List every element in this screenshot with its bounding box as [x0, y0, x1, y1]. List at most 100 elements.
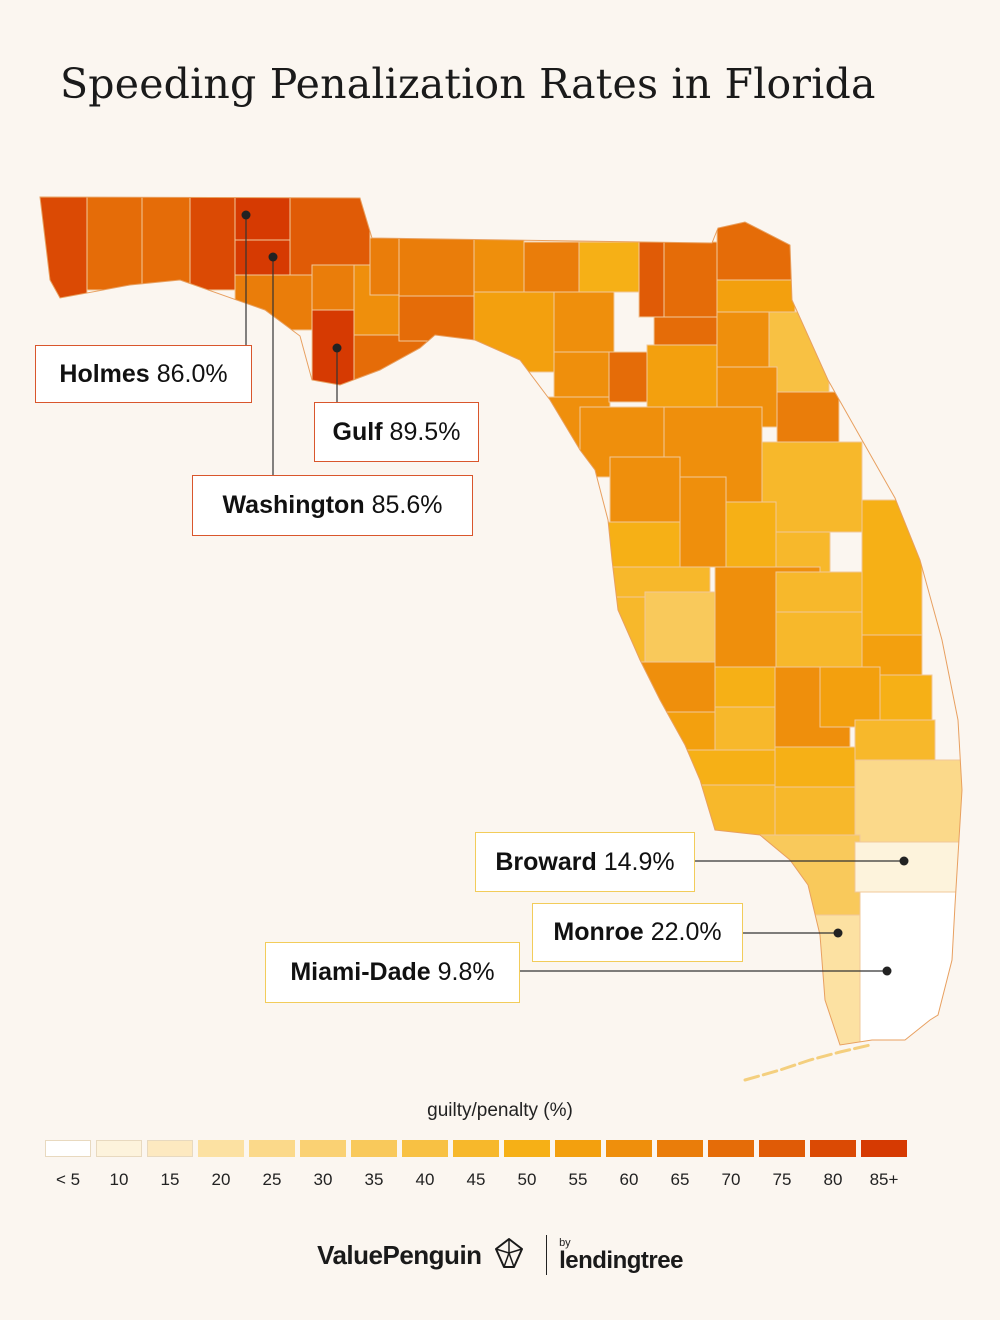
- legend-title: guilty/penalty (%): [427, 1100, 573, 1121]
- county-nassau: [716, 221, 796, 281]
- county-hendry: [774, 786, 856, 836]
- legend-label: < 5: [55, 1170, 81, 1189]
- county-manatee: [639, 661, 716, 713]
- callout-washington: Washington 85.6%: [192, 475, 473, 536]
- county-flagler: [776, 391, 840, 443]
- county-santa-rosa: [86, 197, 143, 291]
- county-st-lucie: [879, 674, 933, 721]
- county-brevard: [861, 499, 923, 636]
- county-alachua: [646, 344, 718, 408]
- county-gilchrist: [608, 351, 648, 403]
- legend-swatch: [708, 1140, 754, 1157]
- legend-label: 80: [823, 1170, 843, 1189]
- callout-washington-name: Washington: [222, 491, 365, 519]
- legend-label: 75: [772, 1170, 792, 1189]
- legend-label: 85+: [869, 1170, 899, 1189]
- county-franklin: [353, 334, 441, 391]
- legend-swatch: [657, 1140, 703, 1157]
- county-baker: [663, 241, 718, 318]
- legend-label: 70: [721, 1170, 741, 1189]
- legend-label: 15: [160, 1170, 180, 1189]
- legend-swatch: [249, 1140, 295, 1157]
- county-collier: [739, 834, 861, 916]
- legend-swatch: [402, 1140, 448, 1157]
- county-madison: [523, 241, 580, 293]
- callout-dots: [241, 210, 909, 976]
- county-st-johns: [768, 311, 830, 393]
- legend-swatch: [453, 1140, 499, 1157]
- legend-label: 30: [313, 1170, 333, 1189]
- county-wakulla: [398, 295, 475, 342]
- county-monroe: [799, 914, 861, 1045]
- county-walton: [189, 197, 236, 291]
- legend-swatch: [147, 1140, 193, 1157]
- callout-monroe: Monroe 22.0%: [532, 903, 743, 962]
- holmes-dot: [241, 210, 251, 220]
- county-desoto: [714, 706, 776, 751]
- county-okeechobee: [819, 666, 881, 728]
- callout-monroe-name: Monroe: [553, 918, 644, 946]
- county-glades: [774, 746, 856, 788]
- by-label: by: [559, 1236, 571, 1249]
- county-osceola: [775, 611, 863, 673]
- county-escambia: [40, 197, 88, 306]
- leader-lines: [245, 215, 904, 972]
- legend-color-scale: [45, 1140, 907, 1157]
- legend-label: 20: [211, 1170, 231, 1189]
- callout-gulf: Gulf 89.5%: [314, 402, 479, 462]
- callout-gulf-value: 89.5%: [389, 417, 461, 446]
- legend-swatch: [45, 1140, 91, 1157]
- gulf-dot: [332, 343, 342, 353]
- county-calhoun: [311, 264, 355, 311]
- county-sumter: [679, 476, 727, 568]
- footer-divider: [545, 1235, 548, 1275]
- broward-dot: [899, 856, 909, 866]
- legend-label: 65: [670, 1170, 690, 1189]
- county-lake: [725, 501, 777, 573]
- county-hamilton: [578, 241, 640, 293]
- county-hardee: [714, 666, 776, 708]
- callout-washington-value: 85.6%: [371, 491, 443, 519]
- miami-dade-dot: [882, 966, 892, 976]
- callout-broward: Broward 14.9%: [475, 832, 695, 892]
- legend-label: 55: [568, 1170, 588, 1189]
- callout-gulf-name: Gulf: [332, 417, 383, 446]
- callout-holmes-name: Holmes: [59, 359, 150, 388]
- legend-swatch: [555, 1140, 601, 1157]
- legend-swatch: [861, 1140, 907, 1157]
- legend-swatch: [606, 1140, 652, 1157]
- county-hernando: [599, 521, 681, 568]
- legend-label: 60: [619, 1170, 639, 1189]
- county-broward: [854, 841, 962, 893]
- washington-dot: [268, 252, 278, 262]
- legend-label: 25: [262, 1170, 282, 1189]
- legend-label: 10: [109, 1170, 129, 1189]
- monroe-dot: [833, 928, 843, 938]
- page-title: Speeding Penalization Rates in Florida: [60, 60, 876, 108]
- legend-swatch: [504, 1140, 550, 1157]
- lendingtree-logo-text: lendingtree: [559, 1246, 683, 1274]
- county-okaloosa: [141, 197, 191, 286]
- county-duval: [716, 279, 796, 313]
- callout-miami-dade-value: 9.8%: [437, 958, 495, 986]
- county-orange: [775, 571, 863, 613]
- county-volusia: [761, 441, 863, 533]
- legend-swatch: [96, 1140, 142, 1157]
- footer-branding: ValuePenguin by lendingtree: [0, 1230, 1000, 1280]
- florida-keys: [743, 1043, 872, 1082]
- county-leon: [398, 237, 475, 297]
- county-seminole: [775, 531, 831, 573]
- legend-swatch: [198, 1140, 244, 1157]
- legend-label: 35: [364, 1170, 384, 1189]
- county-miami-dade: [859, 891, 962, 1043]
- legend-swatch: [351, 1140, 397, 1157]
- penguin-logo-icon: [494, 1237, 524, 1274]
- county-lafayette: [553, 351, 610, 398]
- county-union: [653, 316, 718, 346]
- lendingtree-logo: by lendingtree: [559, 1236, 683, 1274]
- legend-labels: < 5 10 15 20 25 30 35 40 45 50 55 60 65 70 75 80 85+: [0, 1170, 1000, 1194]
- callout-broward-name: Broward: [495, 847, 597, 876]
- state-outline: [39, 196, 963, 1046]
- legend-swatch: [759, 1140, 805, 1157]
- callout-holmes-value: 86.0%: [156, 359, 228, 388]
